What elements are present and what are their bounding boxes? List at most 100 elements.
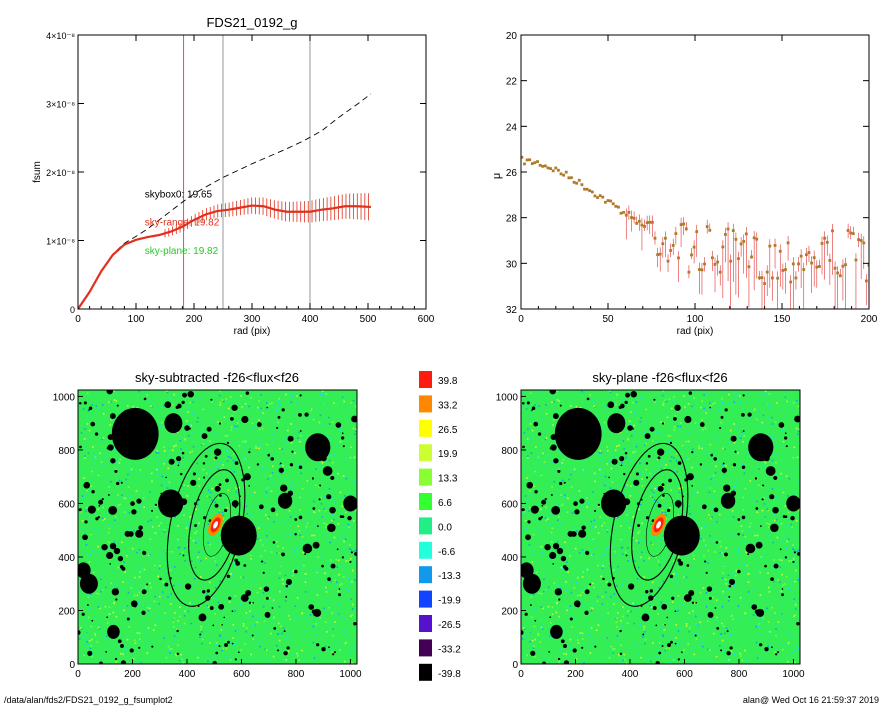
noise-pixel xyxy=(557,572,559,575)
noise-pixel xyxy=(167,596,169,598)
masked-source xyxy=(699,422,705,427)
noise-pixel xyxy=(101,404,104,406)
masked-large-source xyxy=(607,413,626,434)
noise-pixel xyxy=(336,626,339,629)
noise-pixel xyxy=(552,424,554,426)
masked-source xyxy=(81,612,85,616)
noise-pixel xyxy=(219,635,222,638)
masked-source xyxy=(151,645,154,648)
noise-pixel xyxy=(544,657,546,659)
noise-pixel xyxy=(300,542,303,544)
noise-pixel xyxy=(170,593,172,596)
noise-pixel xyxy=(615,455,617,458)
noise-pixel xyxy=(169,454,171,457)
noise-pixel xyxy=(601,567,604,570)
noise-pixel xyxy=(110,480,113,483)
noise-pixel xyxy=(99,419,101,422)
noise-pixel xyxy=(714,601,717,604)
noise-pixel xyxy=(693,558,695,560)
noise-pixel xyxy=(672,456,675,459)
noise-pixel xyxy=(658,649,661,651)
mu-point xyxy=(851,232,855,235)
x-tick-label: 300 xyxy=(244,314,261,325)
noise-pixel xyxy=(342,475,345,477)
noise-pixel xyxy=(613,647,616,650)
noise-pixel xyxy=(129,616,131,618)
noise-pixel xyxy=(127,609,130,612)
noise-pixel xyxy=(545,519,547,522)
noise-pixel xyxy=(329,541,332,544)
masked-source xyxy=(741,465,746,469)
noise-pixel xyxy=(536,457,539,460)
noise-pixel xyxy=(159,528,161,530)
noise-pixel xyxy=(723,472,726,475)
noise-pixel xyxy=(716,484,719,487)
masked-source xyxy=(625,554,628,557)
noise-pixel xyxy=(189,602,191,605)
masked-source xyxy=(165,476,167,479)
noise-pixel xyxy=(757,625,759,628)
noise-pixel xyxy=(196,462,198,465)
noise-pixel xyxy=(659,431,661,433)
noise-pixel xyxy=(166,391,169,394)
noise-pixel xyxy=(662,394,664,397)
noise-pixel xyxy=(728,534,730,537)
noise-pixel xyxy=(768,590,771,593)
noise-pixel xyxy=(791,408,793,410)
noise-pixel xyxy=(610,572,612,574)
noise-pixel xyxy=(321,390,324,392)
colorbar-swatch-3 xyxy=(419,444,432,462)
noise-pixel xyxy=(242,576,245,579)
mu-y-axis-label: μ xyxy=(491,173,503,179)
noise-pixel xyxy=(231,469,233,472)
noise-pixel xyxy=(299,534,301,536)
noise-pixel xyxy=(228,390,231,393)
noise-pixel xyxy=(716,520,718,523)
noise-pixel xyxy=(781,488,784,490)
noise-pixel xyxy=(134,635,137,637)
noise-pixel xyxy=(606,446,608,448)
noise-pixel xyxy=(124,497,127,500)
noise-pixel xyxy=(354,479,356,482)
noise-pixel xyxy=(258,400,260,402)
noise-pixel xyxy=(236,425,239,428)
noise-pixel xyxy=(116,522,119,525)
y-tick-label: 1×10⁻⁸ xyxy=(46,237,75,247)
noise-pixel xyxy=(733,653,736,656)
noise-pixel xyxy=(161,475,164,478)
noise-pixel xyxy=(275,420,278,423)
noise-pixel xyxy=(301,447,304,449)
masked-large-source xyxy=(220,515,257,556)
noise-pixel xyxy=(192,539,195,542)
noise-pixel xyxy=(523,627,525,629)
masked-source xyxy=(276,426,279,430)
mu-point xyxy=(564,170,568,174)
noise-pixel xyxy=(726,522,729,524)
noise-pixel xyxy=(233,425,236,428)
noise-pixel xyxy=(235,514,238,517)
mu-point xyxy=(653,236,657,240)
noise-pixel xyxy=(623,492,626,495)
noise-pixel xyxy=(665,518,667,520)
noise-pixel xyxy=(730,633,732,636)
masked-source xyxy=(270,457,274,461)
noise-pixel xyxy=(626,615,629,617)
colorbar-swatch-7 xyxy=(419,541,432,559)
noise-pixel xyxy=(192,607,195,610)
noise-pixel xyxy=(789,512,792,515)
mu-point xyxy=(554,166,558,170)
noise-pixel xyxy=(199,641,202,643)
noise-pixel xyxy=(136,634,139,636)
noise-pixel xyxy=(627,559,630,562)
noise-pixel xyxy=(275,518,278,521)
noise-pixel xyxy=(333,536,336,539)
noise-pixel xyxy=(529,392,532,395)
noise-pixel xyxy=(745,580,748,583)
noise-pixel xyxy=(632,451,635,454)
noise-pixel xyxy=(178,583,181,586)
noise-pixel xyxy=(215,642,218,644)
noise-pixel xyxy=(626,514,628,517)
noise-pixel xyxy=(85,621,88,623)
noise-pixel xyxy=(686,606,689,609)
noise-pixel xyxy=(147,554,150,557)
